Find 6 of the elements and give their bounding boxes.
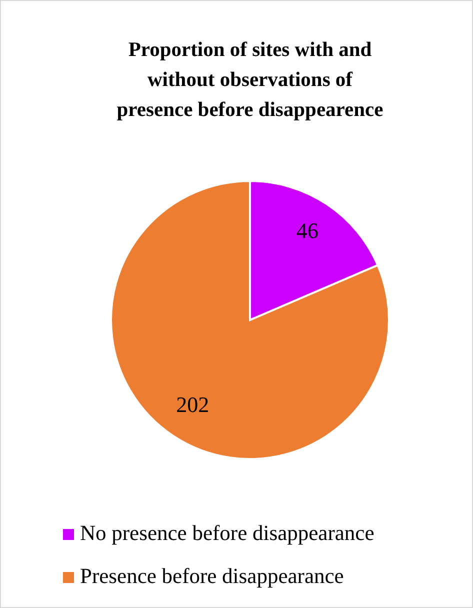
chart-title: Proportion of sites with and without observations of presence before disappearence: [116, 39, 384, 121]
legend-label: No presence before disappearance: [80, 520, 374, 545]
data-label: 202: [176, 392, 210, 418]
legend-label: Presence before disappearance: [80, 564, 344, 588]
data-label: 46: [296, 218, 318, 243]
pie-slice: [110, 180, 390, 460]
